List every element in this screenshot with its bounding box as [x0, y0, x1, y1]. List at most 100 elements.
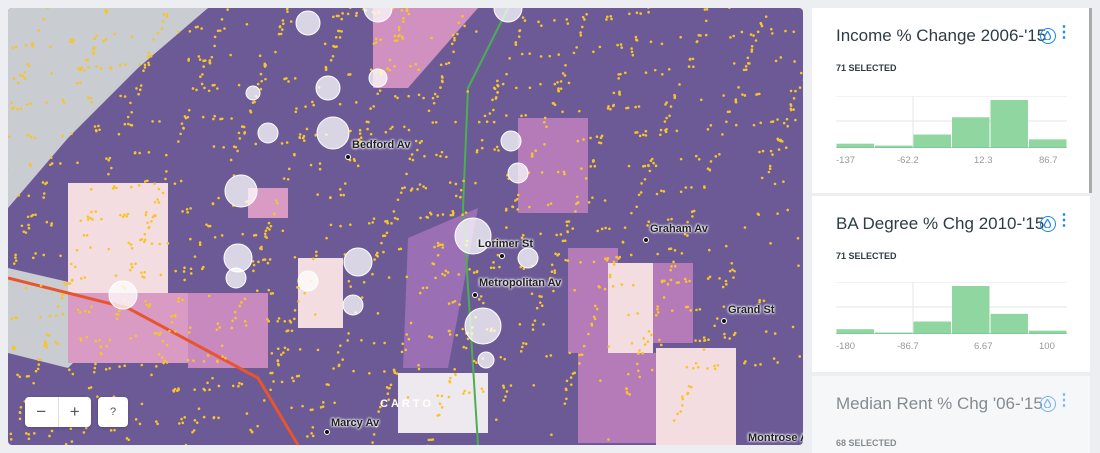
map-point	[776, 361, 779, 364]
drop-icon[interactable]	[1040, 216, 1056, 232]
histogram-bar[interactable]	[913, 321, 952, 334]
map-bubble[interactable]	[464, 307, 502, 345]
map-bubble[interactable]	[224, 174, 258, 208]
map-point	[376, 312, 380, 315]
map-point	[113, 32, 116, 36]
histogram[interactable]	[836, 282, 1067, 334]
more-menu-icon[interactable]: ⋮	[1056, 392, 1072, 409]
map-bubble[interactable]	[342, 294, 364, 316]
map-point	[784, 146, 788, 150]
map-point	[407, 337, 411, 341]
histogram-bar[interactable]	[990, 100, 1029, 148]
map-point	[123, 95, 127, 98]
drop-icon[interactable]	[1040, 396, 1056, 412]
map-point	[459, 188, 463, 192]
histogram[interactable]	[836, 96, 1067, 148]
map-bubble[interactable]	[507, 162, 529, 184]
map-point	[254, 142, 258, 146]
map-point	[643, 343, 647, 346]
more-menu-icon[interactable]: ⋮	[1056, 212, 1072, 229]
map-point	[113, 428, 116, 432]
map-point	[339, 224, 342, 228]
map-bubble[interactable]	[517, 247, 539, 269]
map-point	[84, 58, 88, 62]
map-bubble[interactable]	[343, 247, 373, 277]
map-point	[337, 364, 341, 367]
map-bubble[interactable]	[500, 130, 522, 152]
map-bubble[interactable]	[108, 280, 138, 310]
map-bubble[interactable]	[245, 85, 261, 101]
map-point	[609, 107, 612, 111]
map-point	[436, 253, 440, 257]
map-point	[212, 145, 216, 148]
map-bubble[interactable]	[363, 8, 393, 23]
zoom-in-button[interactable]: +	[57, 397, 92, 427]
map-point	[446, 271, 450, 274]
histogram-bar[interactable]	[952, 286, 990, 334]
map-point	[616, 43, 619, 47]
map-point	[744, 64, 748, 68]
more-menu-icon[interactable]: ⋮	[1056, 24, 1072, 41]
map-point	[271, 291, 275, 295]
zoom-out-button[interactable]: −	[25, 397, 58, 427]
map[interactable]: Bedford Av Lorimer St Graham Av Metropol…	[8, 8, 803, 445]
map-bubble[interactable]	[297, 270, 319, 292]
map-point	[115, 186, 118, 190]
histogram-bar[interactable]	[952, 117, 990, 148]
histogram-bar[interactable]	[913, 134, 952, 148]
histogram-bar[interactable]	[836, 143, 875, 148]
histogram-bar[interactable]	[875, 332, 913, 334]
histogram-bar[interactable]	[1029, 139, 1067, 148]
map-point	[743, 94, 747, 97]
map-point	[276, 347, 280, 351]
map-point	[773, 332, 777, 335]
map-point	[666, 283, 670, 286]
map-bubble[interactable]	[493, 8, 523, 23]
map-bubble[interactable]	[454, 217, 492, 255]
map-point	[146, 221, 149, 225]
map-point	[610, 17, 613, 21]
map-point	[445, 62, 448, 66]
scrollbar[interactable]	[1089, 8, 1092, 193]
histogram-bar[interactable]	[836, 329, 875, 334]
map-point	[293, 152, 296, 156]
help-button[interactable]: ?	[98, 397, 128, 427]
map-point	[182, 127, 185, 130]
map-point	[603, 199, 607, 202]
map-point	[579, 261, 582, 264]
map-point	[352, 369, 355, 373]
station-dot	[472, 292, 478, 298]
map-bubble[interactable]	[315, 75, 341, 101]
map-point	[130, 247, 134, 250]
map-point	[71, 372, 75, 376]
map-point	[80, 277, 83, 280]
map-point	[134, 334, 138, 338]
map-point	[290, 329, 294, 333]
map-bubble[interactable]	[295, 10, 321, 36]
map-point	[497, 149, 500, 152]
map-bubble[interactable]	[316, 116, 350, 150]
map-point	[283, 319, 287, 323]
map-point	[427, 438, 431, 442]
map-point	[150, 373, 153, 377]
map-bubble[interactable]	[257, 122, 279, 144]
histogram-bar[interactable]	[1029, 330, 1067, 334]
histogram-bar[interactable]	[990, 313, 1029, 334]
label-bedford-av: Bedford Av	[352, 139, 411, 151]
map-bubble[interactable]	[225, 267, 247, 289]
map-point	[332, 44, 335, 48]
map-point	[542, 323, 545, 326]
map-point	[123, 364, 126, 368]
map-bubble[interactable]	[368, 68, 388, 88]
map-point	[451, 213, 455, 217]
drop-icon[interactable]	[1040, 28, 1056, 44]
map-bubble[interactable]	[477, 351, 495, 369]
histogram-bar[interactable]	[875, 145, 913, 148]
map-point	[376, 254, 379, 258]
map-point	[758, 150, 761, 154]
map-point	[591, 196, 594, 199]
map-point	[474, 181, 477, 185]
map-point	[439, 154, 442, 158]
map-point	[165, 153, 168, 157]
map-point	[94, 362, 97, 366]
